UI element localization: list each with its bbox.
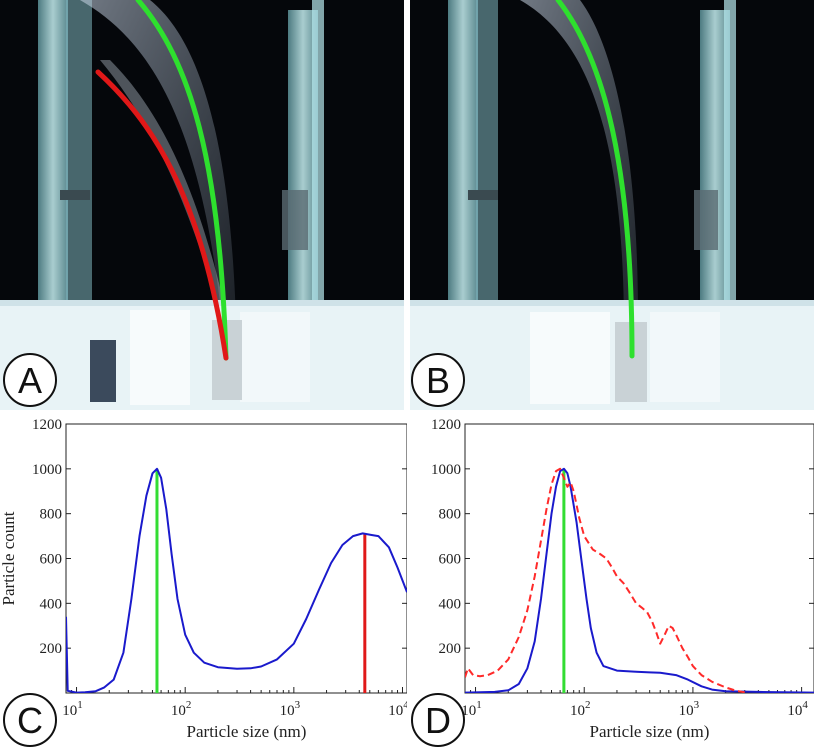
green-trajectory-line	[555, 0, 635, 359]
distribution-line	[66, 467, 407, 693]
x-tick-label: 101	[62, 699, 83, 719]
x-tick-label: 104	[388, 699, 407, 719]
y-tick-label: 800	[439, 507, 462, 523]
y-tick-label: 800	[40, 507, 63, 523]
x-tick-label: 103	[280, 699, 301, 719]
y-axis-label: Particle count	[0, 511, 18, 605]
photo-panel-b	[410, 0, 814, 410]
photo-panel-a	[0, 0, 404, 410]
particle-size-chart-d: 200 400 600 800 1000 1200 101 102 103 104 Particle…	[431, 417, 814, 741]
y-tick-label: 1000	[32, 462, 62, 478]
plot-frame	[464, 423, 814, 694]
plot-frame	[65, 423, 407, 694]
y-tick-label: 600	[439, 552, 462, 568]
chart-panel-c: 200 400 600 800 1000 1200 101 102 103 104 Particle…	[0, 410, 407, 748]
y-tick-label: 1200	[431, 417, 461, 433]
y-tick-label: 200	[439, 641, 462, 657]
distribution-line	[465, 467, 814, 693]
chart-panel-d: 200 400 600 800 1000 1200 101 102 103 104 Particle…	[407, 410, 814, 748]
y-tick-label: 600	[40, 552, 63, 568]
photo-scene-a	[0, 0, 404, 410]
y-tick-label: 200	[40, 641, 63, 657]
particle-size-chart-c: 200 400 600 800 1000 1200 101 102 103 104 Particle…	[0, 417, 407, 741]
red-trajectory-line	[95, 69, 229, 361]
x-tick-label: 104	[787, 699, 808, 719]
y-tick-label: 400	[40, 596, 63, 612]
y-tick-label: 1200	[32, 417, 62, 433]
scale-ruler	[90, 340, 116, 402]
smoke-plume	[80, 0, 236, 320]
x-axis-label: Particle size (nm)	[187, 722, 307, 741]
base-platform	[410, 300, 814, 410]
photo-scene-b	[410, 0, 814, 410]
x-tick-label: 102	[171, 699, 192, 719]
green-trajectory-line	[135, 0, 229, 361]
y-tick-label: 400	[439, 596, 462, 612]
base-platform	[0, 300, 404, 410]
smoke-plume	[520, 0, 639, 340]
x-tick-label: 103	[679, 699, 700, 719]
x-tick-label: 101	[461, 699, 482, 719]
dashed-distribution-line	[465, 467, 745, 693]
x-tick-label: 102	[570, 699, 591, 719]
y-tick-label: 1000	[431, 462, 461, 478]
x-axis-label: Particle size (nm)	[590, 722, 710, 741]
